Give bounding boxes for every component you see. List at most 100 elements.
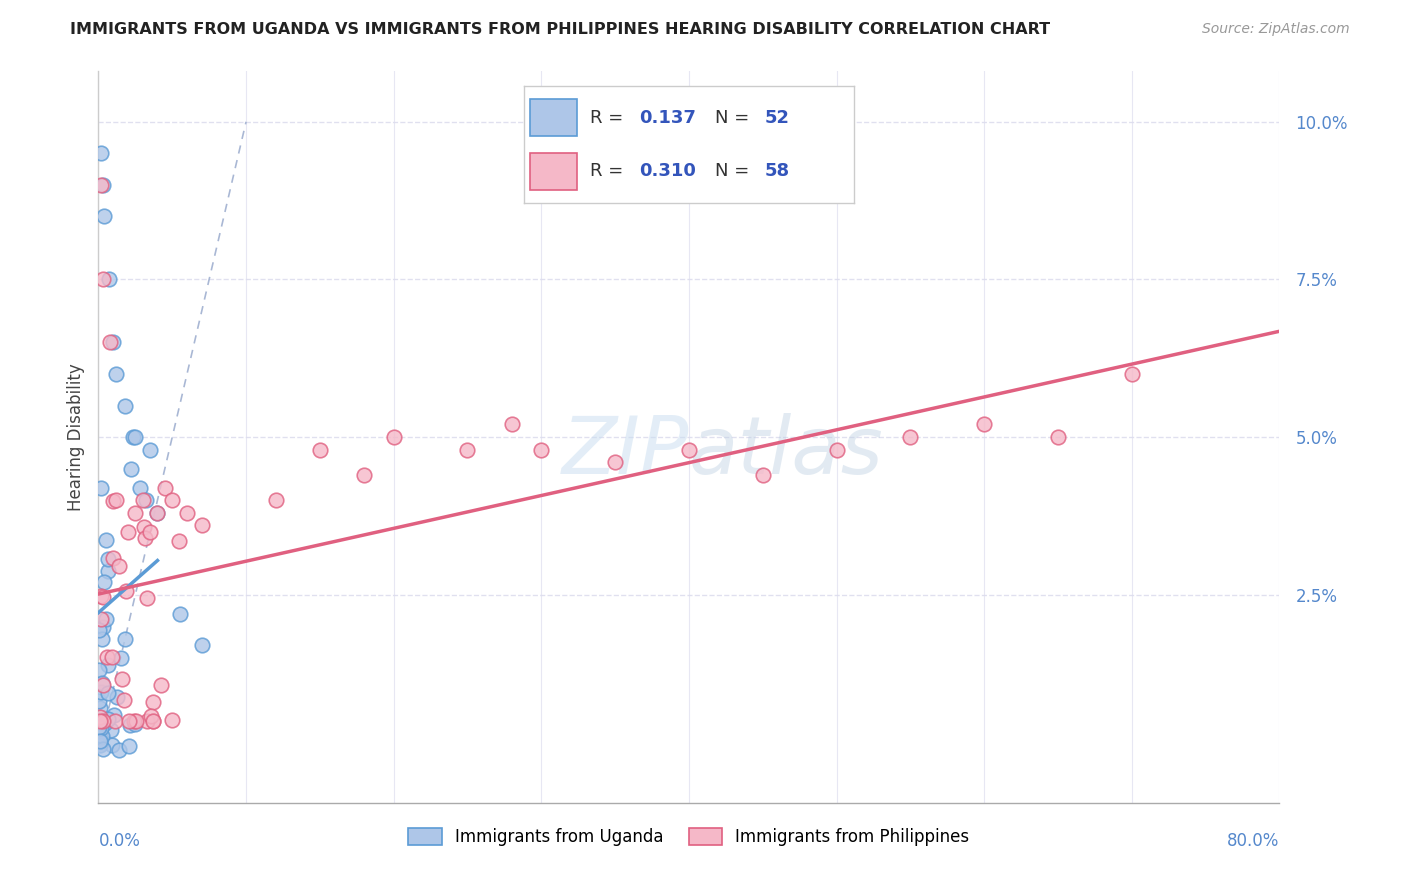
Point <box>135 591 157 606</box>
Text: IMMIGRANTS FROM UGANDA VS IMMIGRANTS FROM PHILIPPINES HEARING DISABILITY CORRELA: IMMIGRANTS FROM UGANDA VS IMMIGRANTS FRO… <box>70 22 1050 37</box>
Point <box>142 714 165 728</box>
Point <box>118 739 141 754</box>
Point <box>91 590 114 604</box>
Point <box>105 493 128 508</box>
Point <box>118 714 141 728</box>
Point <box>1046 430 1070 444</box>
Point <box>825 442 848 457</box>
Point <box>752 467 775 482</box>
Text: 0.0%: 0.0% <box>98 832 141 850</box>
Point <box>104 714 127 728</box>
Point <box>89 735 111 749</box>
Point <box>89 739 111 753</box>
Text: ZIP: ZIP <box>561 413 689 491</box>
Point <box>97 658 120 673</box>
Point <box>382 430 405 444</box>
Point <box>97 552 120 566</box>
Point <box>132 520 155 534</box>
Point <box>101 650 124 665</box>
Point <box>91 178 114 192</box>
Point <box>132 493 155 508</box>
Point <box>167 534 190 549</box>
Point <box>103 335 125 350</box>
Point <box>105 690 128 704</box>
Point <box>89 709 111 723</box>
Point <box>89 623 111 637</box>
Point <box>191 638 214 652</box>
Point <box>114 399 136 413</box>
Point <box>91 620 114 634</box>
Point <box>149 678 172 692</box>
Legend: Immigrants from Uganda, Immigrants from Philippines: Immigrants from Uganda, Immigrants from … <box>402 822 976 853</box>
Point <box>111 672 134 686</box>
Point <box>153 481 176 495</box>
Point <box>90 685 112 699</box>
Point <box>124 506 146 520</box>
Point <box>135 493 157 508</box>
Point <box>169 607 191 621</box>
Point <box>128 481 150 495</box>
Point <box>973 417 995 432</box>
Point <box>103 494 125 508</box>
Point <box>89 714 111 728</box>
Point <box>264 493 287 508</box>
Point <box>108 742 131 756</box>
Point <box>457 442 479 457</box>
Point <box>91 632 114 647</box>
Point <box>90 178 112 192</box>
Point <box>146 506 169 520</box>
Text: 80.0%: 80.0% <box>1227 832 1279 850</box>
Point <box>105 367 128 381</box>
Point <box>110 650 132 665</box>
Point <box>90 612 112 626</box>
Point <box>124 714 146 728</box>
Point <box>678 442 700 457</box>
Point <box>97 712 120 726</box>
Point <box>141 709 163 723</box>
Point <box>117 524 139 539</box>
Point <box>900 430 922 444</box>
Point <box>93 715 115 730</box>
Point <box>139 524 162 539</box>
Point <box>89 481 111 495</box>
Point <box>142 714 165 728</box>
Y-axis label: Hearing Disability: Hearing Disability <box>66 363 84 511</box>
Point <box>108 558 131 573</box>
Point <box>96 649 118 664</box>
Point <box>89 734 111 748</box>
Point <box>135 714 157 728</box>
Point <box>91 714 114 728</box>
Point <box>89 663 111 677</box>
Point <box>142 695 165 709</box>
Point <box>94 533 117 547</box>
Point <box>146 506 169 520</box>
Point <box>101 738 124 752</box>
Point <box>93 574 115 589</box>
Point <box>124 717 146 731</box>
Point <box>91 676 114 690</box>
Point <box>353 467 375 482</box>
Point <box>309 442 332 457</box>
Text: atlas: atlas <box>689 413 884 491</box>
Point <box>94 612 117 626</box>
Point <box>97 564 120 578</box>
Point <box>100 723 122 737</box>
Point <box>112 692 135 706</box>
Point <box>89 720 111 734</box>
Point <box>160 713 183 727</box>
Point <box>114 632 136 646</box>
Point <box>139 442 162 457</box>
Point <box>114 584 136 599</box>
Point <box>90 146 112 161</box>
Point <box>605 455 627 469</box>
Point <box>90 722 112 736</box>
Point <box>91 742 114 756</box>
Point <box>118 718 141 732</box>
Point <box>120 461 142 475</box>
Point <box>125 714 148 728</box>
Point <box>176 506 198 520</box>
Point <box>89 701 111 715</box>
Point <box>122 430 145 444</box>
Point <box>530 442 553 457</box>
Point <box>134 531 156 545</box>
